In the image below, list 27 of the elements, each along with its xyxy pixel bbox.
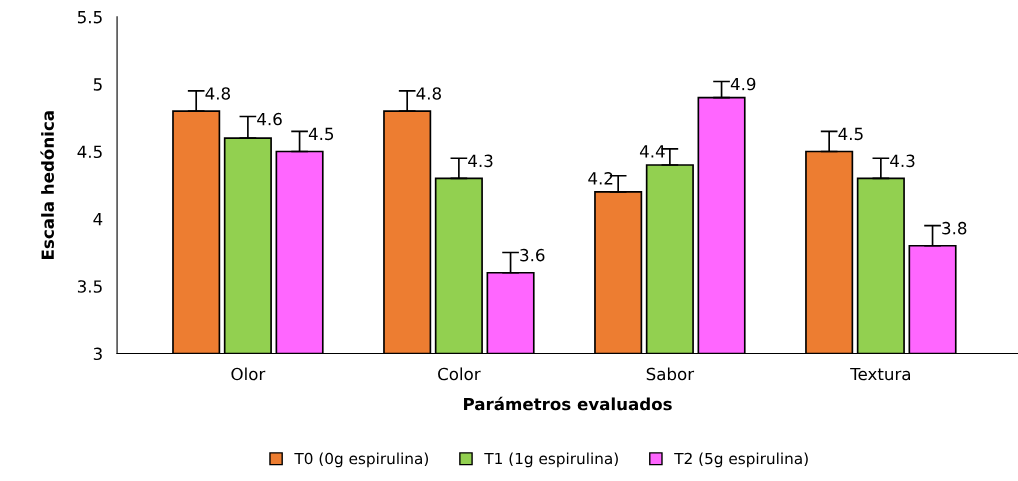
data-label: 4.8 <box>205 87 230 100</box>
x-tick-label: Textura <box>850 367 911 381</box>
data-label: 4.2 <box>588 172 613 185</box>
y-tick-label: 5.5 <box>77 11 102 24</box>
data-label: 4.3 <box>890 154 915 168</box>
data-label: 3.6 <box>520 248 545 262</box>
legend-label: T1 (1g espirulina) <box>484 452 618 468</box>
y-tick-label: 3.5 <box>77 280 102 293</box>
legend-label: T0 (0g espirulina) <box>294 452 428 468</box>
y-tick-label: 4.5 <box>77 145 102 159</box>
x-tick-label: Olor <box>231 367 266 381</box>
x-axis-title: Parámetros evaluados <box>464 396 672 411</box>
data-label: 4.9 <box>730 77 756 91</box>
y-tick-label: 3 <box>93 347 102 361</box>
x-tick-label: Color <box>438 367 481 381</box>
data-label: 4.5 <box>308 127 334 141</box>
y-tick-label: 4 <box>93 213 103 226</box>
data-label: 4.5 <box>838 127 863 141</box>
y-axis-title: Escala hedónica <box>40 111 54 259</box>
data-label: 4.3 <box>468 154 493 168</box>
y-tick-label: 5 <box>93 78 102 91</box>
x-tick-label: Sabor <box>646 367 695 381</box>
data-label: 4.6 <box>257 112 282 126</box>
data-label: 4.8 <box>416 87 441 100</box>
data-label: 4.4 <box>639 145 665 158</box>
legend-label: T2 (5g espirulina) <box>674 452 808 468</box>
data-label: 3.8 <box>942 221 967 235</box>
